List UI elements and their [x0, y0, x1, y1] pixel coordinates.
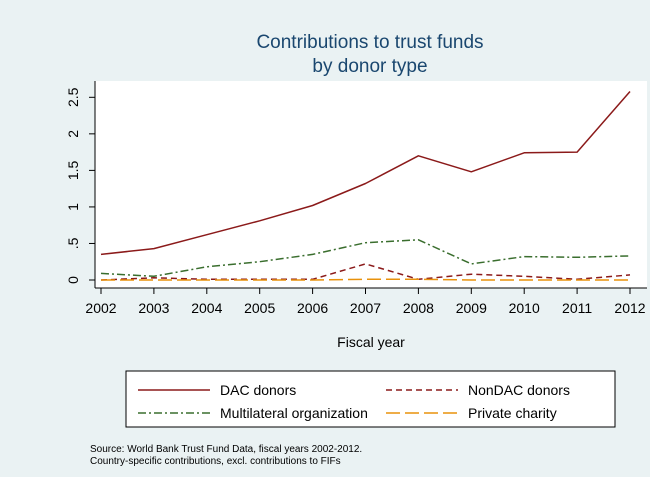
- legend-label-private: Private charity: [468, 405, 557, 421]
- y-tick-label: 1.5: [65, 160, 81, 180]
- x-tick-label: 2002: [85, 300, 116, 316]
- y-tick-label: .5: [65, 237, 81, 249]
- source-note-line-2: Country-specific contributions, excl. co…: [90, 456, 341, 467]
- y-tick-label: 2.5: [65, 87, 81, 107]
- x-tick-label: 2010: [509, 300, 540, 316]
- x-tick-label: 2009: [456, 300, 487, 316]
- series-line-multilateral-organization: [100, 239, 631, 278]
- series-line-nondac-donors: [100, 263, 631, 281]
- plot-area: [95, 81, 647, 288]
- x-tick-label: 2012: [614, 300, 645, 316]
- x-axis-title: Fiscal year: [337, 334, 405, 350]
- x-axis-ticks: 2002 2003 2004 2005 2006 2007 2008 2009 2010 2011…: [85, 288, 646, 316]
- source-note-line-1: Source: World Bank Trust Fund Data, fisc…: [90, 444, 362, 455]
- x-tick-label: 2008: [403, 300, 434, 316]
- x-tick-label: 2007: [350, 300, 381, 316]
- series-lines: [100, 91, 631, 281]
- legend-label-multilateral: Multilateral organization: [220, 405, 368, 421]
- legend-label-dac: DAC donors: [220, 382, 296, 398]
- y-tick-label: 0: [65, 276, 81, 284]
- x-tick-label: 2003: [138, 300, 169, 316]
- x-tick-label: 2011: [562, 300, 592, 316]
- chart-title-line-2: by donor type: [312, 56, 427, 77]
- y-axis-ticks: 0 .5 1 1.5 2 2.5: [65, 87, 95, 284]
- series-line-dac-donors: [100, 91, 631, 256]
- y-tick-label: 1: [65, 203, 81, 211]
- x-tick-label: 2005: [244, 300, 275, 316]
- legend-box: [125, 370, 616, 428]
- legend-label-nondac: NonDAC donors: [468, 382, 570, 398]
- series-line-private-charity: [101, 278, 630, 281]
- x-tick-label: 2006: [297, 300, 328, 316]
- chart-title-line-1: Contributions to trust funds: [256, 32, 483, 53]
- x-tick-label: 2004: [191, 300, 222, 316]
- y-tick-label: 2: [65, 130, 81, 138]
